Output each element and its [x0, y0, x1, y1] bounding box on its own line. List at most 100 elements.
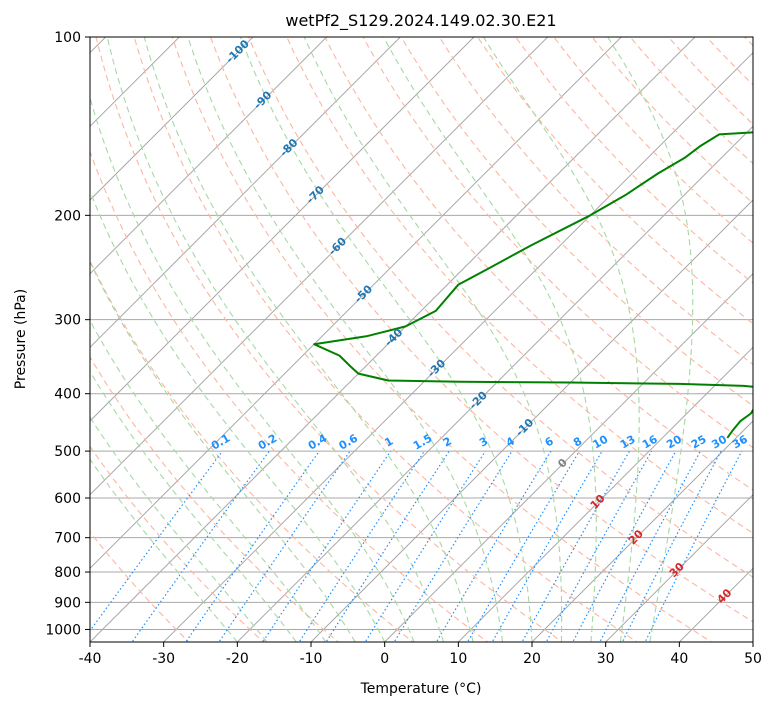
y-tick-label: 400 [54, 387, 81, 403]
mixing-ratio-line [393, 450, 513, 642]
dry-adiabat-line [248, 37, 753, 578]
plot-frame [89, 36, 754, 643]
mixing-ratio-line [185, 450, 320, 642]
y-tick-label: 700 [54, 531, 81, 547]
y-tick-label: 500 [54, 444, 81, 460]
x-tick-label: 20 [523, 651, 541, 667]
isotherm-label: 0 [555, 456, 570, 471]
moist-adiabat-line [607, 37, 694, 642]
mixing-ratio-line [599, 450, 702, 642]
dry-adiabat-line [400, 37, 753, 407]
mixing-ratio-line [621, 450, 722, 642]
x-tick-label: -40 [79, 651, 102, 667]
dry-adiabats [90, 24, 775, 645]
x-tick-label: 40 [670, 651, 688, 667]
isotherm-line [90, 37, 696, 642]
isotherm-label: -40 [382, 326, 405, 349]
mixing-ratio-line [218, 450, 351, 642]
dry-adiabat-line [286, 37, 753, 534]
moist-adiabat-line [106, 37, 445, 642]
x-tick-label: -10 [300, 651, 323, 667]
axes: -40 -30 -20 -10 0 10 20 30 40 5010020030040050060… [45, 30, 762, 667]
isotherm-line [90, 37, 254, 201]
x-tick-label: 0 [380, 651, 389, 667]
mixing-ratio-label: 36 [730, 432, 750, 451]
isotherm-line [90, 37, 549, 496]
moist-adiabat-line [90, 416, 268, 642]
mixing-ratio-label: 3 [477, 435, 490, 450]
x-tick-label: 30 [597, 651, 615, 667]
mixing-ratio-line [466, 450, 580, 642]
isotherm-line [90, 37, 328, 275]
mixing-ratio-line [572, 450, 677, 642]
isotherm-label: -100 [223, 37, 252, 66]
x-tick-label: 50 [744, 651, 762, 667]
y-tick-label: 300 [54, 313, 81, 329]
dry-adiabat-line [770, 24, 775, 645]
x-tick-label: -20 [226, 651, 249, 667]
y-tick-label: 800 [54, 565, 81, 581]
isobar-grid [90, 37, 753, 630]
mixing-ratio-line [325, 450, 450, 642]
isotherm-line [236, 125, 753, 642]
mixing-ratio-label: 1 [382, 435, 395, 450]
isotherm-line [90, 37, 475, 422]
y-tick-label: 200 [54, 208, 81, 224]
dewpoint-profile-line [313, 131, 753, 439]
moist-adiabat-line [187, 37, 504, 642]
mixing-ratio-label: 0.4 [306, 431, 330, 452]
moist-adiabat-line [90, 95, 415, 642]
mixing-ratio-label: 10 [591, 432, 611, 451]
isotherm-line [310, 199, 753, 642]
mixing-ratio-label: 30 [709, 432, 729, 451]
moist-adiabat-line [143, 37, 474, 642]
y-tick-label: 1000 [45, 622, 81, 638]
isotherm-grid [0, 10, 753, 654]
moist-adiabat-line [90, 189, 386, 642]
isotherm-line [162, 51, 753, 642]
y-tick-label: 100 [54, 30, 81, 46]
mixing-ratio-label: 8 [571, 435, 584, 450]
x-tick-label: -30 [152, 651, 175, 667]
dry-adiabat-line [133, 37, 639, 642]
mixing-ratio-label: 2 [441, 435, 454, 450]
dry-adiabat-line [743, 37, 753, 47]
isotherm-label: -10 [513, 416, 536, 439]
mixing-ratio-line [131, 450, 270, 642]
y-tick-label: 600 [54, 491, 81, 507]
moist-adiabat-line [239, 37, 533, 642]
dry-adiabat-line [629, 37, 753, 165]
sounding-series [313, 131, 753, 439]
moist-adiabat-line [482, 37, 640, 642]
isotherm-line [678, 567, 753, 642]
dry-adiabat-line [209, 37, 753, 623]
isotherm-line [531, 420, 753, 642]
isotherm-line [0, 10, 59, 654]
isotherm-line [90, 37, 181, 128]
mixing-ratio-label: 6 [543, 434, 556, 449]
x-axis-label: Temperature (°C) [360, 681, 482, 697]
dry-adiabat-line [362, 37, 753, 449]
mixing-ratio-label: 16 [640, 432, 660, 451]
mixing-ratio-label: 25 [689, 433, 709, 452]
moist-adiabat-line [90, 260, 356, 642]
dry-adiabat-line [95, 37, 564, 642]
moist-adiabat-line [90, 458, 238, 642]
moist-adiabat-line [303, 37, 563, 642]
moist-adiabat-line [383, 37, 597, 642]
mixing-ratio-line [298, 450, 425, 642]
y-axis-label: Pressure (hPa) [13, 289, 29, 389]
mixing-ratio-line [435, 450, 552, 642]
dry-adiabat-line [515, 37, 753, 284]
dry-adiabat-line [90, 259, 414, 642]
mixing-ratio-line [262, 450, 392, 642]
dry-adiabat-line [591, 37, 753, 204]
dry-adiabat-line [90, 150, 489, 642]
mixing-ratio-line [90, 450, 223, 632]
dry-adiabat-line [90, 356, 340, 642]
isotherm-line [383, 272, 753, 642]
y-tick-label: 900 [54, 595, 81, 611]
isotherm-line [90, 37, 402, 349]
